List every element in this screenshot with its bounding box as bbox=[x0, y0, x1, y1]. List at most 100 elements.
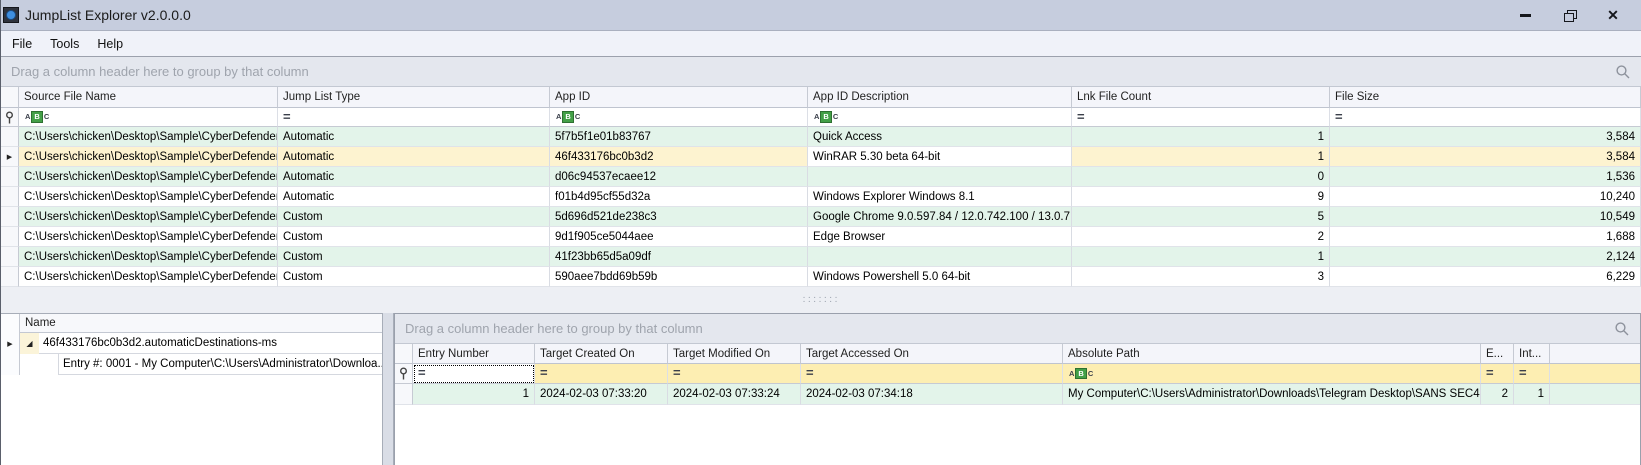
column-header-jump-list-type[interactable]: Jump List Type bbox=[278, 87, 550, 108]
cell-file-size[interactable]: 10,549 bbox=[1330, 207, 1641, 227]
cell-app-id[interactable]: 41f23bb65d5a09df bbox=[550, 247, 808, 267]
cell-app-id[interactable]: 9d1f905ce5044aee bbox=[550, 227, 808, 247]
cell-file-size[interactable]: 1,688 bbox=[1330, 227, 1641, 247]
cell-file-size[interactable]: 10,240 bbox=[1330, 187, 1641, 207]
cell-app-id[interactable]: d06c94537ecaee12 bbox=[550, 167, 808, 187]
cell-lnk-file-count[interactable]: 1 bbox=[1072, 147, 1330, 167]
table-row[interactable]: C:\Users\chicken\Desktop\Sample\CyberDef… bbox=[1, 127, 1641, 147]
filter-file-size[interactable]: = bbox=[1330, 108, 1641, 127]
cell-app-id-description[interactable]: Google Chrome 9.0.597.84 / 12.0.742.100 … bbox=[808, 207, 1072, 227]
cell-jump-list-type[interactable]: Automatic bbox=[278, 127, 550, 147]
minimize-button[interactable] bbox=[1503, 2, 1547, 28]
cell-file-size[interactable]: 1,536 bbox=[1330, 167, 1641, 187]
filter-e[interactable]: = bbox=[1481, 364, 1514, 384]
cell-app-id[interactable]: 5d696d521de238c3 bbox=[550, 207, 808, 227]
cell-e[interactable]: 2 bbox=[1481, 384, 1514, 405]
cell-app-id[interactable]: 5f7b5f1e01b83767 bbox=[550, 127, 808, 147]
filter-target-created-on[interactable]: = bbox=[535, 364, 668, 384]
column-header-target-created-on[interactable]: Target Created On bbox=[535, 344, 668, 364]
cell-target-modified-on[interactable]: 2024-02-03 07:33:24 bbox=[668, 384, 801, 405]
cell-absolute-path[interactable]: My Computer\C:\Users\Administrator\Downl… bbox=[1063, 384, 1481, 405]
cell-jump-list-type[interactable]: Custom bbox=[278, 227, 550, 247]
cell-lnk-file-count[interactable]: 3 bbox=[1072, 267, 1330, 287]
tree-expander-icon[interactable]: ◢ bbox=[20, 333, 39, 354]
cell-file-size[interactable]: 3,584 bbox=[1330, 147, 1641, 167]
table-row[interactable]: C:\Users\chicken\Desktop\Sample\CyberDef… bbox=[1, 167, 1641, 187]
tree-column-header-name[interactable]: Name bbox=[20, 314, 382, 333]
cell-jump-list-type[interactable]: Automatic bbox=[278, 167, 550, 187]
cell-app-id-description[interactable] bbox=[808, 167, 1072, 187]
cell-source-file-name[interactable]: C:\Users\chicken\Desktop\Sample\CyberDef… bbox=[19, 127, 278, 147]
cell-lnk-file-count[interactable]: 0 bbox=[1072, 167, 1330, 187]
menu-help[interactable]: Help bbox=[97, 36, 124, 51]
filter-entry-number-focused[interactable]: = bbox=[413, 364, 535, 384]
cell-file-size[interactable]: 3,584 bbox=[1330, 127, 1641, 147]
cell-lnk-file-count[interactable]: 5 bbox=[1072, 207, 1330, 227]
cell-app-id-description-focused[interactable]: WinRAR 5.30 beta 64-bit bbox=[808, 147, 1072, 167]
cell-app-id-description[interactable] bbox=[808, 247, 1072, 267]
cell-jump-list-type[interactable]: Custom bbox=[278, 267, 550, 287]
tree-child-node[interactable]: Entry #: 0001 - My Computer\C:\Users\Adm… bbox=[1, 354, 382, 375]
table-row[interactable]: C:\Users\chicken\Desktop\Sample\CyberDef… bbox=[1, 227, 1641, 247]
cell-jump-list-type[interactable]: Automatic bbox=[278, 187, 550, 207]
vertical-splitter[interactable] bbox=[382, 313, 394, 465]
cell-source-file-name[interactable]: C:\Users\chicken\Desktop\Sample\CyberDef… bbox=[19, 207, 278, 227]
column-header-int[interactable]: Int... bbox=[1514, 344, 1550, 364]
cell-jump-list-type[interactable]: Custom bbox=[278, 247, 550, 267]
column-header-target-accessed-on[interactable]: Target Accessed On bbox=[801, 344, 1063, 364]
cell-jump-list-type[interactable]: Automatic bbox=[278, 147, 550, 167]
cell-lnk-file-count[interactable]: 1 bbox=[1072, 247, 1330, 267]
cell-lnk-file-count[interactable]: 2 bbox=[1072, 227, 1330, 247]
column-header-target-modified-on[interactable]: Target Modified On bbox=[668, 344, 801, 364]
column-header-source-file-name[interactable]: Source File Name bbox=[19, 87, 278, 108]
search-icon[interactable] bbox=[1614, 321, 1630, 337]
cell-entry-number[interactable]: 1 bbox=[413, 384, 535, 405]
table-row[interactable]: C:\Users\chicken\Desktop\Sample\CyberDef… bbox=[1, 187, 1641, 207]
filter-target-modified-on[interactable]: = bbox=[668, 364, 801, 384]
filter-target-accessed-on[interactable]: = bbox=[801, 364, 1063, 384]
cell-file-size[interactable]: 2,124 bbox=[1330, 247, 1641, 267]
tree-root-label[interactable]: 46f433176bc0b3d2.automaticDestinations-m… bbox=[39, 333, 382, 354]
filter-lnk-file-count[interactable]: = bbox=[1072, 108, 1330, 127]
tree-root-node[interactable]: ▶ ◢ 46f433176bc0b3d2.automaticDestinatio… bbox=[1, 333, 382, 354]
cell-app-id-description[interactable]: Edge Browser bbox=[808, 227, 1072, 247]
cell-app-id[interactable]: 46f433176bc0b3d2 bbox=[550, 147, 808, 167]
cell-source-file-name[interactable]: C:\Users\chicken\Desktop\Sample\CyberDef… bbox=[19, 227, 278, 247]
column-header-file-size[interactable]: File Size bbox=[1330, 87, 1641, 108]
cell-source-file-name[interactable]: C:\Users\chicken\Desktop\Sample\CyberDef… bbox=[19, 147, 278, 167]
close-button[interactable]: ✕ bbox=[1591, 2, 1635, 28]
cell-target-accessed-on[interactable]: 2024-02-03 07:34:18 bbox=[801, 384, 1063, 405]
cell-source-file-name[interactable]: C:\Users\chicken\Desktop\Sample\CyberDef… bbox=[19, 247, 278, 267]
cell-source-file-name[interactable]: C:\Users\chicken\Desktop\Sample\CyberDef… bbox=[19, 187, 278, 207]
cell-app-id-description[interactable]: Windows Explorer Windows 8.1 bbox=[808, 187, 1072, 207]
menu-file[interactable]: File bbox=[12, 36, 33, 51]
cell-jump-list-type[interactable]: Custom bbox=[278, 207, 550, 227]
column-header-entry-number[interactable]: Entry Number bbox=[413, 344, 535, 364]
tree-entry-label[interactable]: Entry #: 0001 - My Computer\C:\Users\Adm… bbox=[58, 354, 382, 375]
cell-int[interactable]: 1 bbox=[1514, 384, 1550, 405]
filter-jump-list-type[interactable]: = bbox=[278, 108, 550, 127]
filter-int[interactable]: = bbox=[1514, 364, 1550, 384]
table-row-selected[interactable]: ▶ C:\Users\chicken\Desktop\Sample\CyberD… bbox=[1, 147, 1641, 167]
cell-app-id[interactable]: 590aee7bdd69b59b bbox=[550, 267, 808, 287]
table-row[interactable]: C:\Users\chicken\Desktop\Sample\CyberDef… bbox=[1, 207, 1641, 227]
cell-app-id-description[interactable]: Windows Powershell 5.0 64-bit bbox=[808, 267, 1072, 287]
menu-tools[interactable]: Tools bbox=[50, 36, 80, 51]
cell-file-size[interactable]: 6,229 bbox=[1330, 267, 1641, 287]
column-header-lnk-file-count[interactable]: Lnk File Count bbox=[1072, 87, 1330, 108]
cell-app-id-description[interactable]: Quick Access bbox=[808, 127, 1072, 147]
cell-lnk-file-count[interactable]: 1 bbox=[1072, 127, 1330, 147]
cell-source-file-name[interactable]: C:\Users\chicken\Desktop\Sample\CyberDef… bbox=[19, 167, 278, 187]
column-header-app-id-description[interactable]: App ID Description bbox=[808, 87, 1072, 108]
column-header-absolute-path[interactable]: Absolute Path bbox=[1063, 344, 1481, 364]
cell-source-file-name[interactable]: C:\Users\chicken\Desktop\Sample\CyberDef… bbox=[19, 267, 278, 287]
cell-lnk-file-count[interactable]: 9 bbox=[1072, 187, 1330, 207]
column-header-app-id[interactable]: App ID bbox=[550, 87, 808, 108]
horizontal-splitter[interactable]: ······· ······· bbox=[1, 287, 1641, 313]
restore-button[interactable] bbox=[1547, 2, 1591, 28]
table-row[interactable]: C:\Users\chicken\Desktop\Sample\CyberDef… bbox=[1, 267, 1641, 287]
